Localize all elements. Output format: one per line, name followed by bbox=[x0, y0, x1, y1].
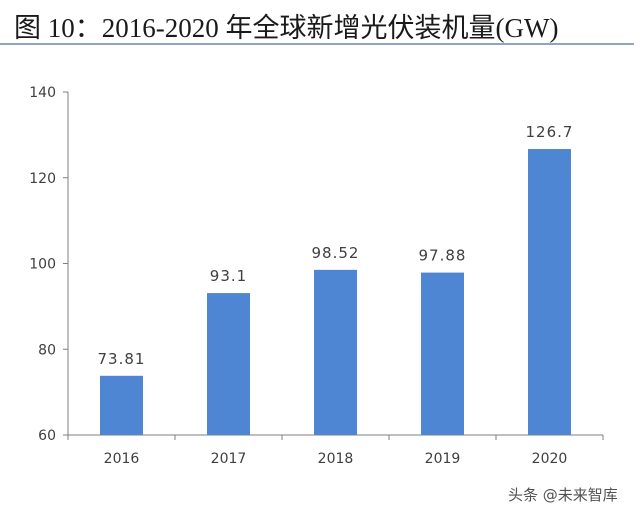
bar-2020 bbox=[528, 149, 571, 435]
y-tick-label: 100 bbox=[29, 257, 56, 273]
y-tick-label: 60 bbox=[38, 428, 56, 444]
bar-2016 bbox=[100, 375, 143, 435]
data-label-2019: 97.88 bbox=[419, 247, 467, 265]
bar-2018 bbox=[314, 269, 357, 435]
bar-2019 bbox=[421, 272, 464, 435]
data-label-2018: 98.52 bbox=[312, 244, 360, 262]
x-tick-label-2020: 2020 bbox=[532, 451, 568, 467]
data-label-2020: 126.7 bbox=[526, 123, 574, 141]
data-label-2016: 73.81 bbox=[98, 350, 146, 368]
y-tick-label: 140 bbox=[29, 85, 56, 101]
x-tick-label-2017: 2017 bbox=[211, 451, 247, 467]
title-divider bbox=[0, 43, 634, 45]
chart-title: 图 10：2016-2020 年全球新增光伏装机量(GW) bbox=[14, 13, 559, 43]
x-tick-label-2018: 2018 bbox=[318, 451, 354, 467]
y-tick-label: 80 bbox=[38, 342, 56, 358]
bar-2017 bbox=[207, 293, 250, 435]
x-tick-label-2016: 2016 bbox=[104, 451, 140, 467]
y-tick-label: 120 bbox=[29, 171, 56, 187]
x-tick-label-2019: 2019 bbox=[425, 451, 461, 467]
watermark: 头条 @未来智库 bbox=[508, 486, 618, 504]
data-label-2017: 93.1 bbox=[210, 267, 247, 285]
